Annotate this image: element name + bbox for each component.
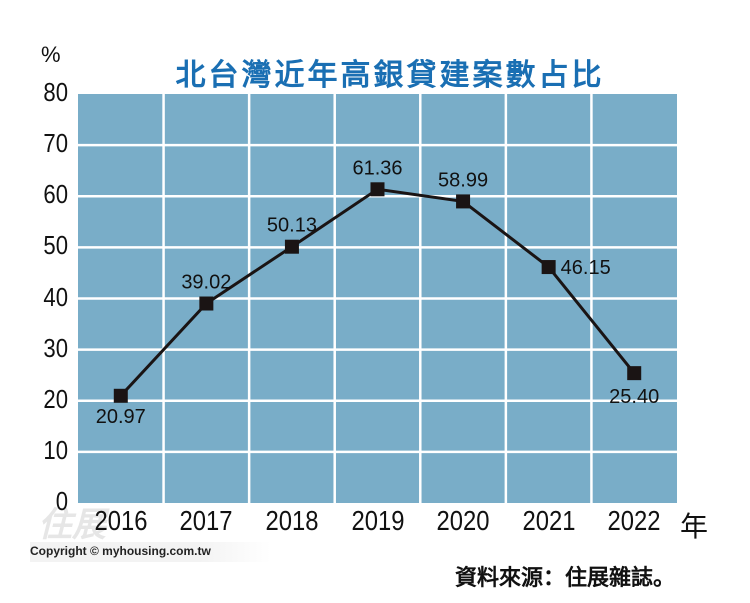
x-tick-label: 2016 [94, 505, 148, 536]
data-labels: 20.97 39.02 50.13 61.36 58.99 46.15 25.40 [96, 157, 659, 427]
y-tick-label: 80 [43, 77, 68, 107]
y-tick-label: 40 [43, 281, 68, 312]
y-tick-label: 20 [43, 383, 68, 414]
y-tick-label: 50 [43, 230, 68, 261]
data-point-marker [541, 260, 556, 275]
y-tick-label: 10 [43, 434, 68, 465]
x-tick-label: 2022 [607, 505, 661, 536]
y-tick-label: 70 [43, 128, 68, 159]
data-markers [113, 182, 642, 403]
y-tick-label: 60 [43, 179, 68, 210]
data-point-marker [284, 239, 299, 254]
y-tick-label: 0 [55, 486, 68, 516]
data-label: 61.36 [352, 157, 402, 179]
x-axis-unit: 年 [680, 510, 709, 543]
plot-grid [78, 94, 677, 503]
x-tick-label: 2020 [436, 505, 490, 536]
y-tick-label: 30 [43, 332, 68, 363]
data-label: 39.02 [181, 272, 231, 294]
data-point-marker [456, 194, 471, 209]
data-label: 50.13 [267, 215, 317, 237]
data-label: 20.97 [96, 406, 146, 428]
data-point-marker [113, 388, 128, 403]
data-point-marker [370, 182, 385, 197]
data-label: 46.15 [561, 257, 611, 279]
data-point-marker [627, 366, 642, 381]
watermark-logo: 住展 [38, 505, 106, 545]
data-label: 58.99 [438, 169, 488, 191]
x-tick-label: 2019 [351, 505, 404, 536]
data-point-marker [199, 296, 214, 311]
data-label: 25.40 [609, 386, 659, 408]
x-tick-label: 2017 [179, 505, 233, 536]
copyright-notice: Copyright © myhousing.com.tw [30, 542, 271, 562]
data-source: 資料來源：住展雜誌。 [455, 566, 676, 591]
x-tick-label: 2021 [522, 505, 576, 536]
x-tick-label: 2018 [265, 505, 319, 536]
y-axis-unit: % [41, 42, 61, 67]
chart-title: 北台灣近年高銀貸建案數占比 [175, 58, 605, 93]
